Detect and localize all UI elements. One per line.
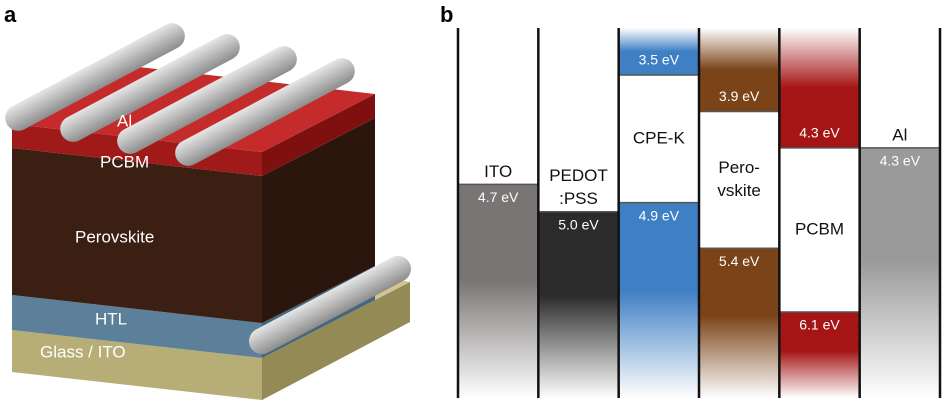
material-name: CPE-K (633, 128, 686, 147)
level-label: 6.1 eV (799, 317, 840, 333)
material-name: Pero- (718, 158, 760, 177)
energy-band (859, 147, 940, 398)
layer-label: PCBM (100, 152, 149, 171)
energy-band (699, 248, 780, 398)
energy-band (618, 28, 699, 75)
panel-label: a (4, 2, 17, 27)
material-name: PEDOT (549, 166, 608, 185)
level-label: 3.9 eV (719, 88, 760, 104)
energy-band (779, 312, 860, 398)
material-name: vskite (717, 181, 760, 200)
energy-band (779, 28, 860, 148)
energy-band (538, 211, 619, 398)
level-label: 4.3 eV (880, 153, 921, 169)
level-label: 4.3 eV (799, 125, 840, 141)
material-name: Al (892, 125, 907, 144)
energy-band (618, 202, 699, 398)
level-label: 5.0 eV (558, 216, 599, 232)
level-label: 3.5 eV (639, 52, 680, 68)
material-name: PCBM (795, 219, 844, 238)
layer-label: HTL (95, 309, 127, 328)
level-label: 4.7 eV (478, 189, 519, 205)
material-name: :PSS (559, 189, 598, 208)
device-stack (5, 23, 411, 400)
energy-band (458, 184, 539, 398)
material-name: ITO (484, 162, 512, 181)
layer-label: Al (117, 111, 132, 130)
panel-label: b (440, 2, 453, 27)
layer-label: Glass / ITO (40, 342, 126, 361)
layer-label: Perovskite (75, 227, 154, 246)
level-label: 5.4 eV (719, 253, 760, 269)
energy-band (699, 28, 780, 112)
level-label: 4.9 eV (639, 207, 680, 223)
